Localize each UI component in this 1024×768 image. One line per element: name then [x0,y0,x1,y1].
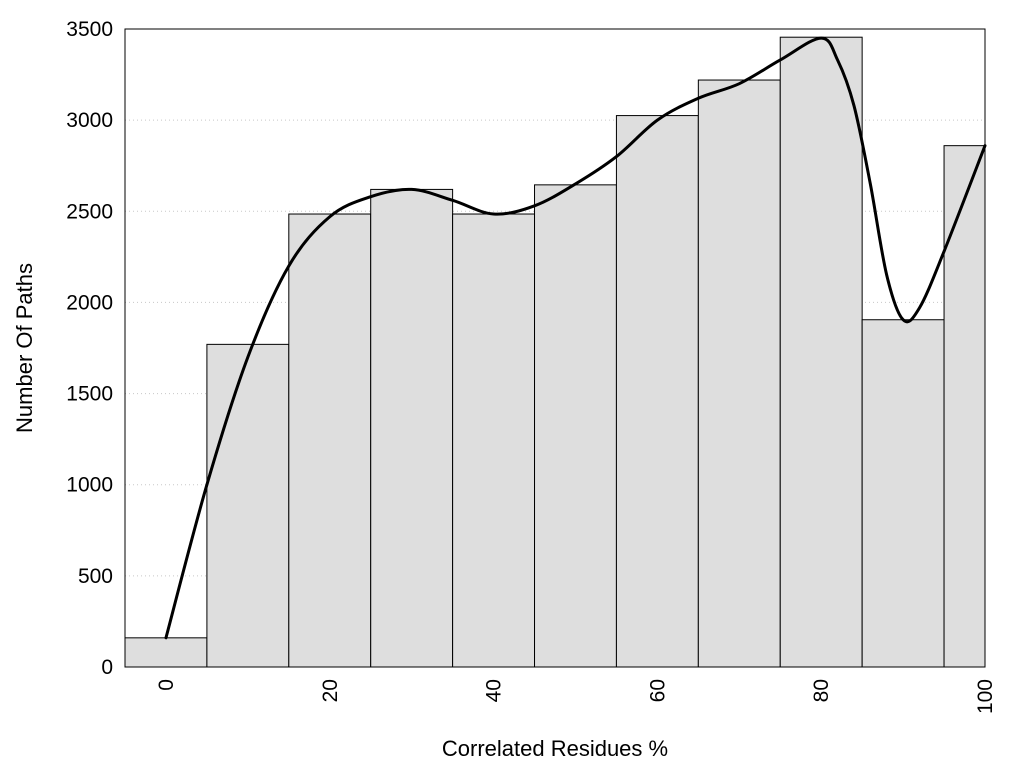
x-axis-title: Correlated Residues % [442,736,668,761]
x-axis-ticks: 0 20 40 60 80 100 [155,679,997,714]
histogram-bar [779,36,863,668]
x-tick-label: 40 [483,679,506,702]
y-tick-label: 1000 [66,474,113,497]
histogram-bar [615,115,699,668]
histogram-bar [534,184,617,668]
x-tick-label: 0 [155,679,178,691]
y-tick-label: 2500 [66,200,113,223]
histogram-bar [124,637,208,668]
y-tick-label: 500 [78,565,113,588]
y-tick-label: 0 [101,656,113,679]
y-axis-ticks: 0 500 1000 1500 2000 2500 3000 3500 [66,18,113,679]
trend-curve [164,36,987,640]
y-tick-label: 1500 [66,383,113,406]
histogram-bar [861,319,945,668]
histogram-bar [288,213,372,668]
y-axis-title: Number Of Paths [12,263,37,433]
histogram-bar [206,343,290,668]
x-tick-label: 20 [319,679,342,702]
x-tick-label: 60 [646,679,669,702]
y-tick-label: 3500 [66,18,113,41]
y-tick-label: 3000 [66,109,113,132]
x-tick-label: 100 [974,679,997,714]
plot-frame [124,28,986,668]
bar-series [124,36,986,668]
y-tick-label: 2000 [66,291,113,314]
x-tick-label: 80 [810,679,833,702]
histogram-bar [697,79,781,668]
histogram-bar [943,145,986,668]
histogram-bar [370,188,454,668]
histogram-bar [452,213,536,668]
